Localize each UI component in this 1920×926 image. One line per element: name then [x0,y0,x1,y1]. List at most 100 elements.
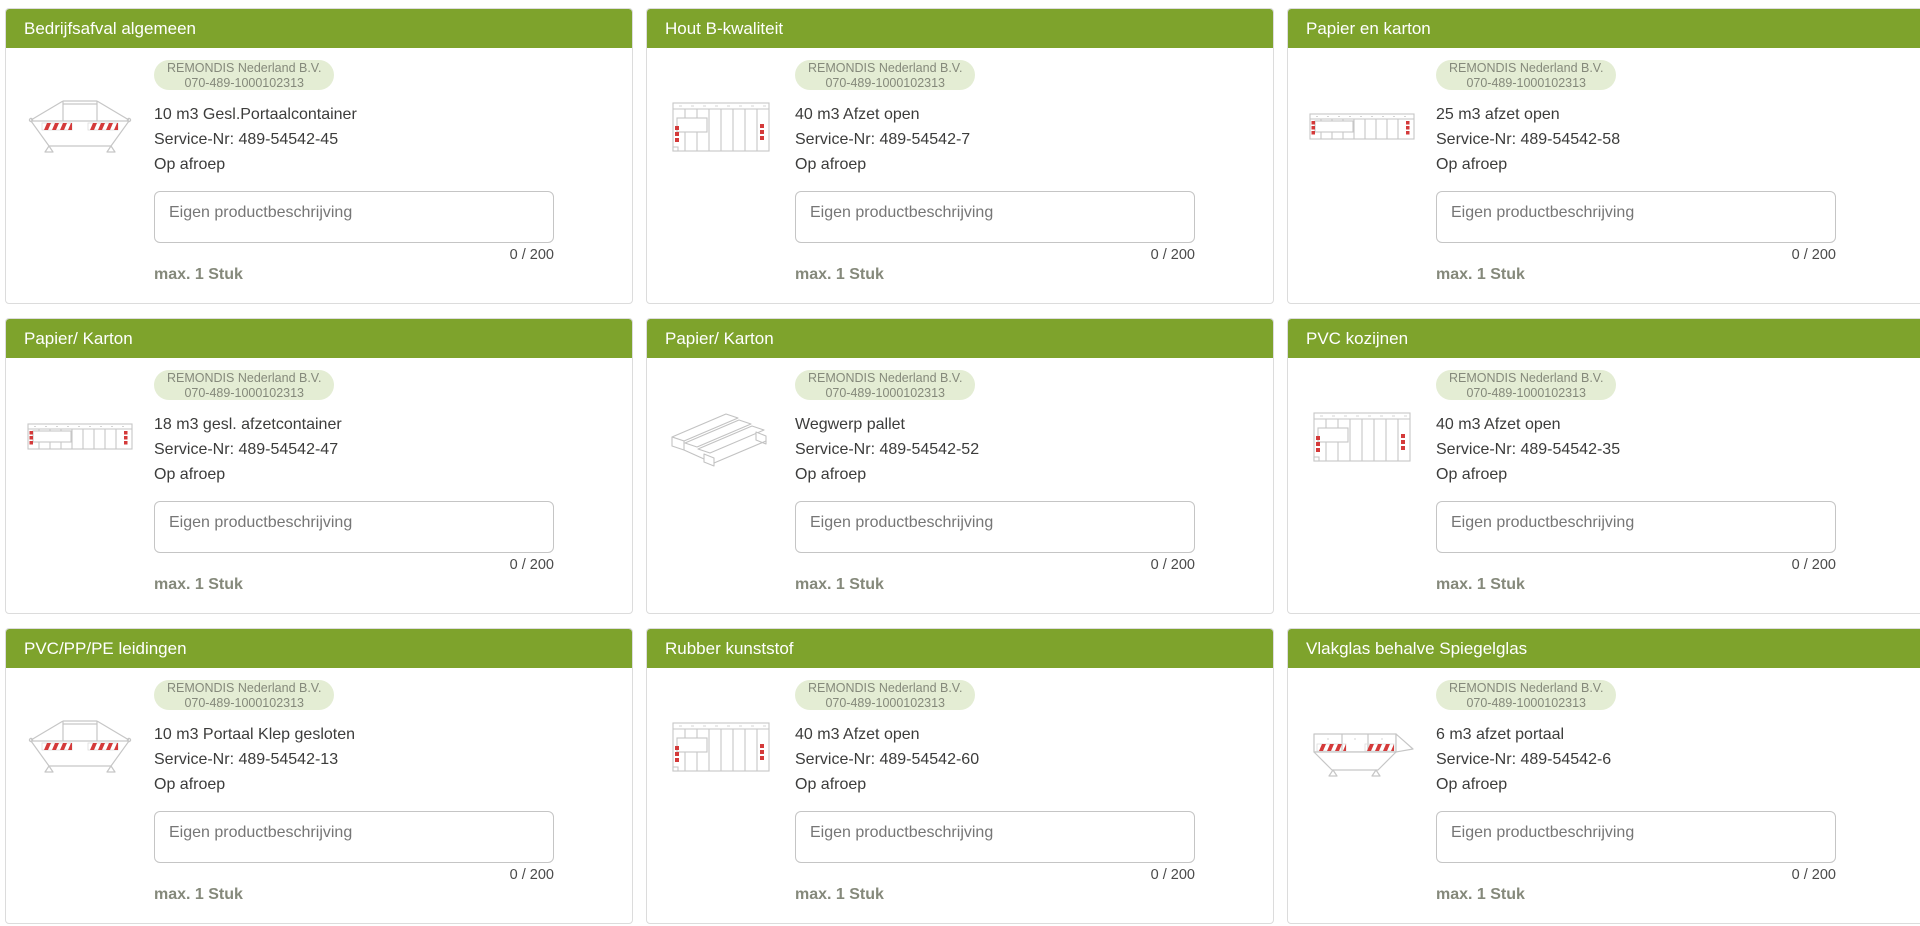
card-title: Hout B-kwaliteit [665,19,784,38]
product-description-input[interactable] [795,811,1195,863]
icon-column [1288,682,1436,812]
max-quantity-label: max. 1 Stuk [1436,576,1525,593]
card-title: Papier/ Karton [665,329,774,348]
supplier-number: 070-489-1000102313 [184,696,305,710]
product-description-input[interactable] [154,811,554,863]
card-body: REMONDIS Nederland B.V. 070-489-10001023… [647,358,1273,613]
card-title: PVC kozijnen [1306,329,1409,348]
product-name: 25 m3 afzet open [1436,106,1560,123]
product-description-input[interactable] [795,501,1195,553]
supplier-badge: REMONDIS Nederland B.V. 070-489-10001023… [1436,370,1617,400]
skip-container-icon [1306,714,1418,780]
card-content: REMONDIS Nederland B.V. 070-489-10001023… [1436,48,1920,284]
service-number: Service-Nr: 489-54542-35 [1436,441,1621,458]
max-quantity-label: max. 1 Stuk [795,576,884,593]
product-name: 10 m3 Portaal Klep gesloten [154,726,356,743]
product-card: Rubber kunststof REMONDIS Nederland B.V.… [646,628,1274,924]
card-header: Papier en karton [1288,9,1920,48]
product-description-input[interactable] [795,191,1195,243]
service-number: Service-Nr: 489-54542-60 [795,751,980,768]
card-body: REMONDIS Nederland B.V. 070-489-10001023… [647,48,1273,303]
open-container-icon [671,98,771,156]
availability-label: Op afroep [154,466,226,483]
product-name: 40 m3 Afzet open [795,726,920,743]
product-card: Papier en karton REMONDIS Nederland B.V.… [1287,8,1920,304]
card-title: Rubber kunststof [665,639,794,658]
card-body: REMONDIS Nederland B.V. 070-489-10001023… [1288,668,1920,923]
product-description-input[interactable] [1436,501,1836,553]
supplier-number: 070-489-1000102313 [1466,696,1587,710]
max-quantity-label: max. 1 Stuk [154,576,243,593]
supplier-number: 070-489-1000102313 [1466,76,1587,90]
card-content: REMONDIS Nederland B.V. 070-489-10001023… [795,358,1273,594]
supplier-number: 070-489-1000102313 [184,76,305,90]
product-name: 18 m3 gesl. afzetcontainer [154,416,342,433]
card-header: Bedrijfsafval algemeen [6,9,632,48]
supplier-name: REMONDIS Nederland B.V. [167,61,322,75]
supplier-badge: REMONDIS Nederland B.V. 070-489-10001023… [154,60,335,90]
product-card: Bedrijfsafval algemeen REMONDIS Nederlan… [5,8,633,304]
char-counter: 0 / 200 [509,867,554,883]
supplier-number: 070-489-1000102313 [825,76,946,90]
card-title: Papier/ Karton [24,329,133,348]
supplier-name: REMONDIS Nederland B.V. [1449,371,1604,385]
service-number: Service-Nr: 489-54542-52 [795,441,980,458]
card-title: Papier en karton [1306,19,1431,38]
max-quantity-label: max. 1 Stuk [1436,266,1525,283]
service-number: Service-Nr: 489-54542-6 [1436,751,1612,768]
product-name: 6 m3 afzet portaal [1436,726,1565,743]
card-content: REMONDIS Nederland B.V. 070-489-10001023… [795,48,1273,284]
supplier-badge: REMONDIS Nederland B.V. 070-489-10001023… [795,680,976,710]
max-quantity-label: max. 1 Stuk [795,886,884,903]
card-content: REMONDIS Nederland B.V. 070-489-10001023… [1436,668,1920,904]
portal-container-icon [28,714,132,780]
open-container-icon [1312,408,1412,466]
availability-label: Op afroep [795,466,867,483]
availability-label: Op afroep [154,776,226,793]
char-counter: 0 / 200 [1150,247,1195,263]
product-card: Vlakglas behalve Spiegelglas REMONDIS Ne… [1287,628,1920,924]
product-description-input[interactable] [154,191,554,243]
product-card: Papier/ Karton REMONDIS Nederland B.V. 0… [5,318,633,614]
icon-column [647,62,795,192]
card-content: REMONDIS Nederland B.V. 070-489-10001023… [154,358,632,594]
closed-container-icon [26,421,134,453]
char-counter: 0 / 200 [1150,867,1195,883]
product-description-input[interactable] [1436,191,1836,243]
service-number: Service-Nr: 489-54542-58 [1436,131,1621,148]
char-counter: 0 / 200 [1791,867,1836,883]
char-counter: 0 / 200 [509,247,554,263]
product-description-input[interactable] [154,501,554,553]
max-quantity-label: max. 1 Stuk [154,886,243,903]
card-header: Vlakglas behalve Spiegelglas [1288,629,1920,668]
card-content: REMONDIS Nederland B.V. 070-489-10001023… [795,668,1273,904]
card-body: REMONDIS Nederland B.V. 070-489-10001023… [6,358,632,613]
icon-column [647,682,795,812]
availability-label: Op afroep [795,156,867,173]
open-container-icon [671,718,771,776]
supplier-name: REMONDIS Nederland B.V. [1449,681,1604,695]
char-counter: 0 / 200 [1150,557,1195,573]
product-card: PVC kozijnen REMONDIS Nederland B.V. 070… [1287,318,1920,614]
service-number: Service-Nr: 489-54542-13 [154,751,339,768]
supplier-name: REMONDIS Nederland B.V. [808,61,963,75]
availability-label: Op afroep [1436,776,1508,793]
max-quantity-label: max. 1 Stuk [1436,886,1525,903]
card-header: Rubber kunststof [647,629,1273,668]
card-content: REMONDIS Nederland B.V. 070-489-10001023… [154,48,632,284]
supplier-number: 070-489-1000102313 [825,696,946,710]
card-body: REMONDIS Nederland B.V. 070-489-10001023… [647,668,1273,923]
pallet-icon [668,405,774,469]
product-card: Papier/ Karton REMONDIS Nederland B.V. 0… [646,318,1274,614]
service-number: Service-Nr: 489-54542-7 [795,131,971,148]
availability-label: Op afroep [1436,466,1508,483]
card-content: REMONDIS Nederland B.V. 070-489-10001023… [1436,358,1920,594]
supplier-badge: REMONDIS Nederland B.V. 070-489-10001023… [795,60,976,90]
product-name: 40 m3 Afzet open [795,106,920,123]
card-header: Hout B-kwaliteit [647,9,1273,48]
icon-column [647,372,795,502]
product-name: 40 m3 Afzet open [1436,416,1561,433]
product-name: 10 m3 Gesl.Portaalcontainer [154,106,357,123]
product-description-input[interactable] [1436,811,1836,863]
